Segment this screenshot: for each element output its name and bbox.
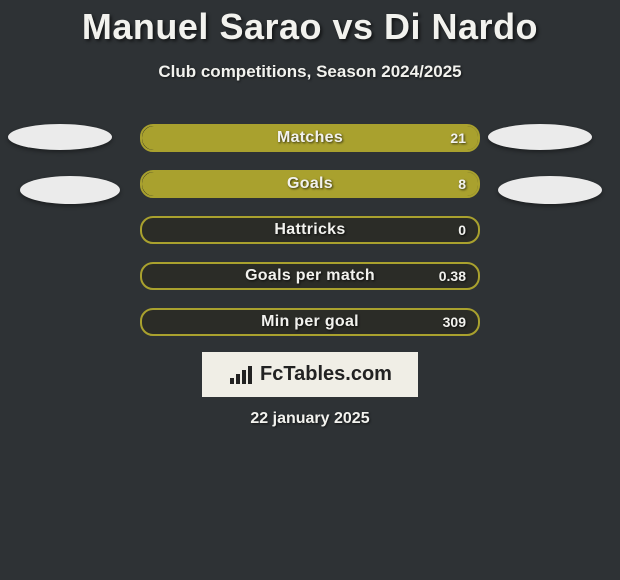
stat-bar: Goals per match0.38 xyxy=(140,262,480,290)
stat-bar-value: 0 xyxy=(458,218,466,242)
player-left-photo-1 xyxy=(8,124,112,150)
stat-bar: Goals8 xyxy=(140,170,480,198)
stat-bar-label: Goals xyxy=(142,172,478,196)
stat-bar-value: 0.38 xyxy=(439,264,466,288)
stat-bar: Min per goal309 xyxy=(140,308,480,336)
stat-bar: Matches21 xyxy=(140,124,480,152)
stat-bar: Hattricks0 xyxy=(140,216,480,244)
stat-bar-label: Min per goal xyxy=(142,310,478,334)
stat-bar-value: 309 xyxy=(443,310,466,334)
comparison-subtitle: Club competitions, Season 2024/2025 xyxy=(0,62,620,82)
logo-text: FcTables.com xyxy=(260,363,392,386)
stat-bar-value: 8 xyxy=(458,172,466,196)
player-left-photo-2 xyxy=(20,176,120,204)
stat-bar-label: Goals per match xyxy=(142,264,478,288)
stat-bar-label: Matches xyxy=(142,126,478,150)
comparison-title: Manuel Sarao vs Di Nardo xyxy=(0,0,620,48)
logo-box: FcTables.com xyxy=(202,352,418,397)
player-right-photo-2 xyxy=(498,176,602,204)
infographic-canvas: Manuel Sarao vs Di Nardo Club competitio… xyxy=(0,0,620,580)
bar-chart-icon xyxy=(228,364,254,386)
stat-bars: Matches21 Goals8 Hattricks0 Goals per match… xyxy=(140,124,480,354)
date-line: 22 january 2025 xyxy=(0,410,620,428)
player-right-photo-1 xyxy=(488,124,592,150)
stat-bar-label: Hattricks xyxy=(142,218,478,242)
stat-bar-value: 21 xyxy=(450,126,466,150)
